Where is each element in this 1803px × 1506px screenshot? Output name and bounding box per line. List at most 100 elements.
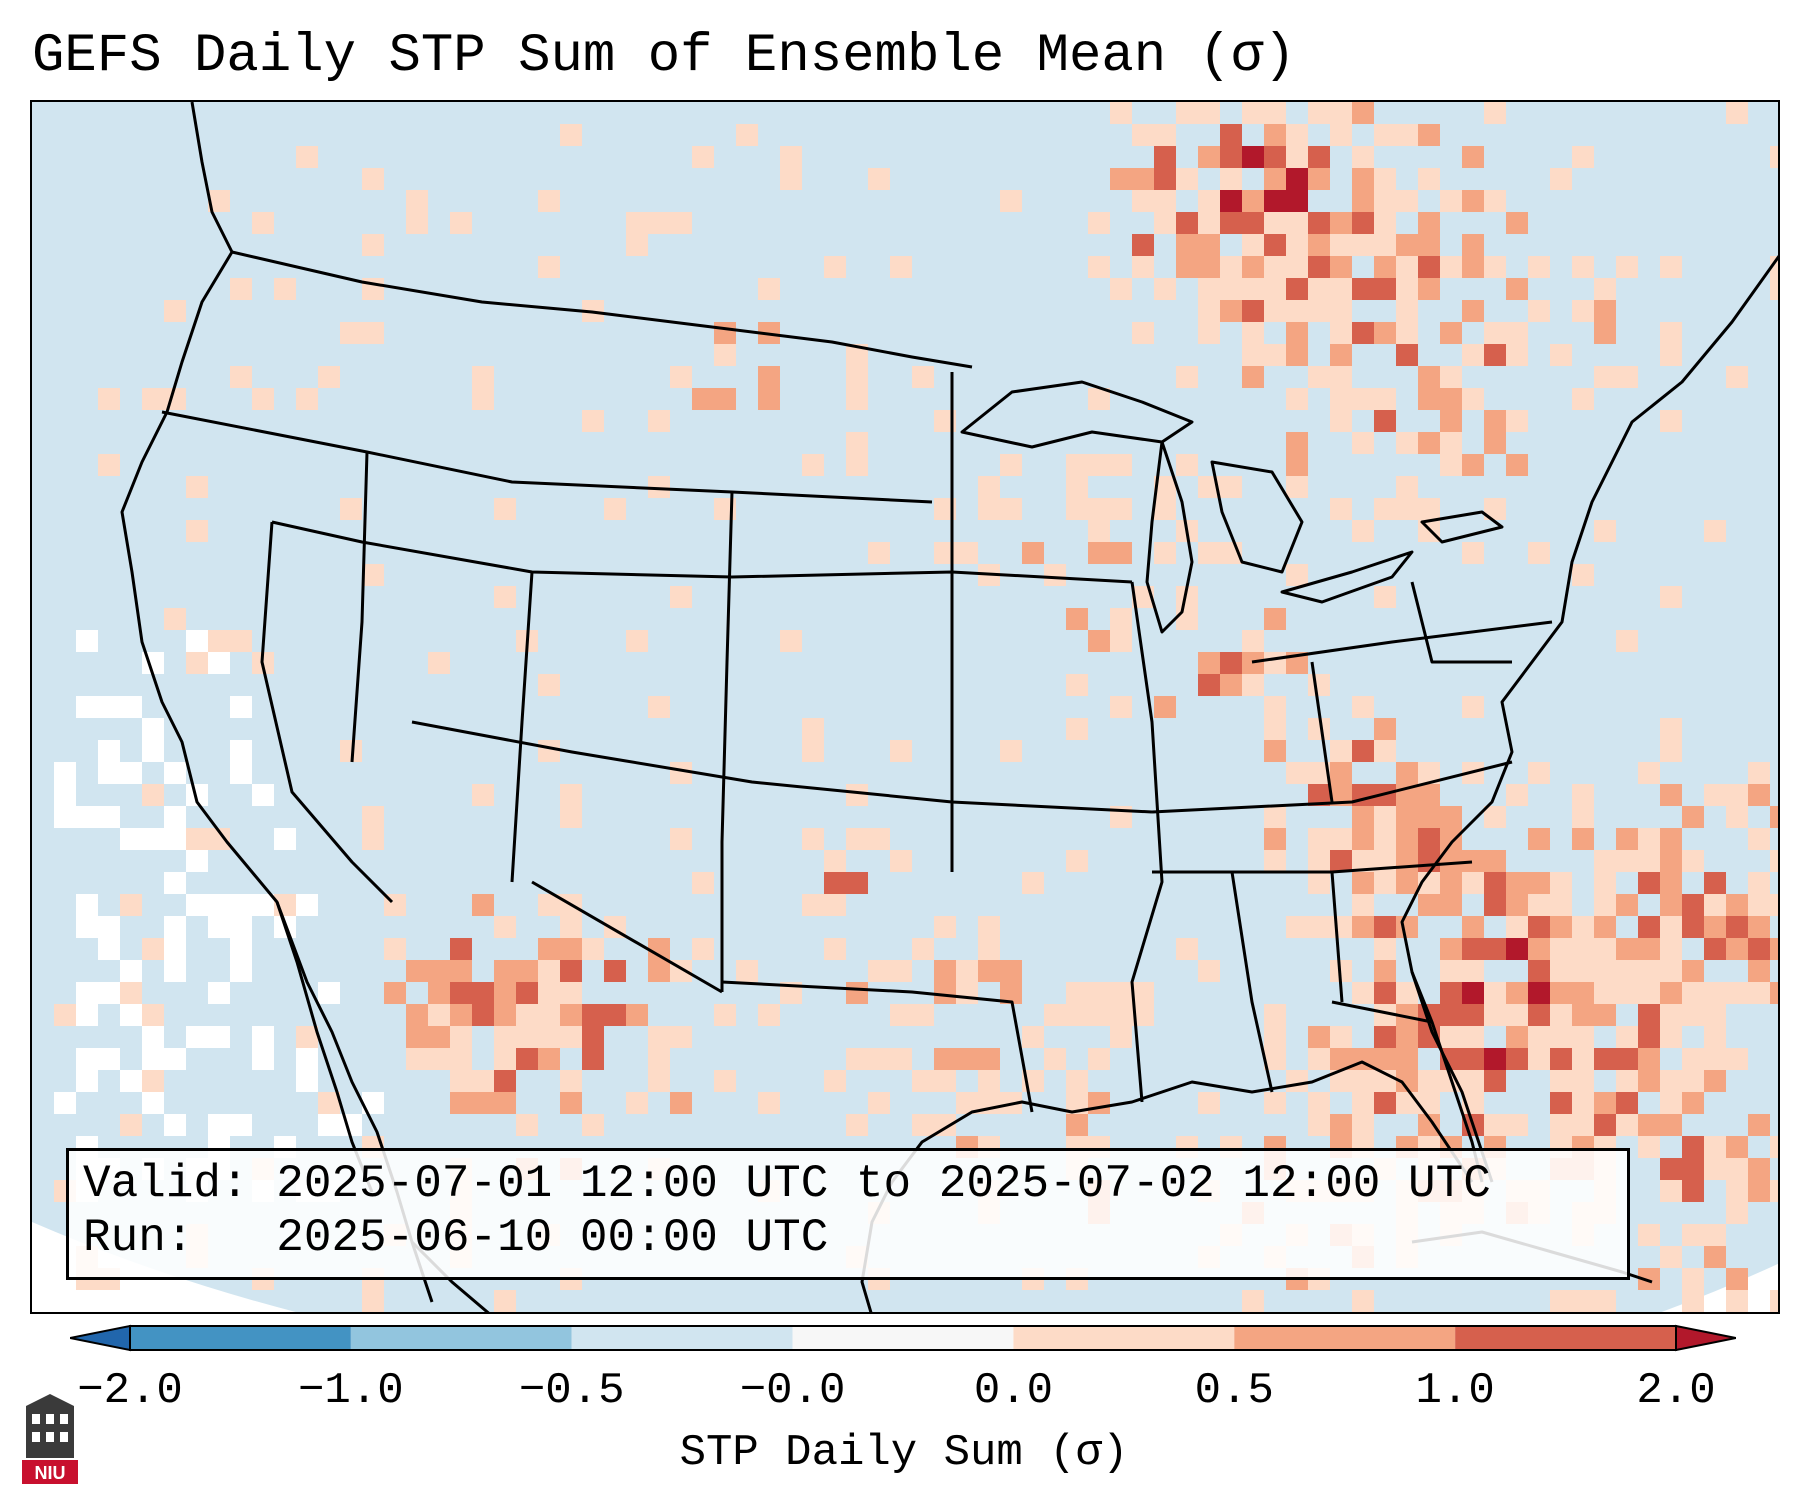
colorbar-tick-label: −1.0 — [298, 1366, 404, 1416]
stp-grid-cell — [1396, 1048, 1418, 1070]
stp-grid-cell — [1660, 1180, 1682, 1202]
stp-grid-cell — [1396, 1026, 1418, 1048]
lake-ontario-outline — [1420, 510, 1504, 544]
stp-grid-cell — [1022, 872, 1044, 894]
stp-grid-cell — [1352, 828, 1374, 850]
state-line — [1331, 1000, 1433, 1024]
stp-grid-cell — [1572, 300, 1594, 322]
stp-grid-cell — [1726, 784, 1748, 806]
stp-grid-cell — [1748, 916, 1770, 938]
stp-grid-cell — [1418, 124, 1440, 146]
stp-grid-cell-neutral — [76, 982, 98, 1004]
colorbar-over-arrow — [1675, 1324, 1736, 1352]
stp-grid-cell — [1264, 608, 1286, 630]
stp-grid-cell — [1242, 278, 1264, 300]
stp-grid-cell — [230, 366, 252, 388]
stp-grid-cell — [450, 1048, 472, 1070]
stp-grid-cell — [890, 740, 912, 762]
stp-grid-cell — [1396, 256, 1418, 278]
stp-grid-cell — [1308, 366, 1330, 388]
stp-grid-cell — [1616, 982, 1638, 1004]
stp-grid-cell — [692, 938, 714, 960]
stp-grid-cell — [1528, 1048, 1550, 1070]
stp-grid-cell — [1154, 212, 1176, 234]
stp-grid-cell — [1374, 212, 1396, 234]
stp-grid-cell — [538, 1004, 560, 1026]
stp-grid-cell — [1462, 1026, 1484, 1048]
stp-grid-cell — [1462, 938, 1484, 960]
stp-grid-cell — [252, 388, 274, 410]
stp-grid-cell — [912, 1070, 934, 1092]
stp-grid-cell — [538, 674, 560, 696]
stp-grid-cell — [1110, 168, 1132, 190]
stp-grid-cell — [1704, 894, 1726, 916]
stp-grid-cell — [1242, 212, 1264, 234]
stp-grid-cell-neutral — [98, 740, 120, 762]
stp-grid-cell — [1396, 828, 1418, 850]
stp-grid-cell — [1374, 740, 1396, 762]
stp-grid-cell — [1704, 982, 1726, 1004]
stp-grid-cell — [538, 960, 560, 982]
stp-grid-cell — [1308, 212, 1330, 234]
stp-grid-cell — [142, 388, 164, 410]
stp-grid-cell — [868, 542, 890, 564]
stp-grid-cell-neutral — [164, 806, 186, 828]
stp-grid-cell — [1638, 1268, 1660, 1290]
stp-grid-cell — [1088, 1004, 1110, 1026]
state-line — [721, 980, 1034, 1113]
stp-grid-cell — [1704, 1070, 1726, 1092]
stp-grid-cell — [1220, 146, 1242, 168]
stp-grid-cell — [1264, 212, 1286, 234]
stp-grid-cell — [494, 916, 516, 938]
stp-grid-cell — [1088, 454, 1110, 476]
stp-grid-cell — [1132, 256, 1154, 278]
stp-grid-cell — [1616, 1026, 1638, 1048]
stp-grid-cell — [1000, 454, 1022, 476]
stp-grid-cell — [1198, 674, 1220, 696]
stp-grid-cell — [648, 1070, 670, 1092]
stp-grid-cell — [1748, 1180, 1770, 1202]
stp-grid-cell — [1308, 256, 1330, 278]
stp-grid-cell — [1594, 850, 1616, 872]
stp-grid-cell — [538, 190, 560, 212]
stp-grid-cell — [956, 542, 978, 564]
stp-grid-cell — [1242, 344, 1264, 366]
stp-grid-cell — [1000, 498, 1022, 520]
stp-grid-cell — [1396, 300, 1418, 322]
stp-grid-cell — [1132, 168, 1154, 190]
stp-grid-cell — [1528, 542, 1550, 564]
stp-grid-cell — [1242, 256, 1264, 278]
stp-grid-cell — [296, 388, 318, 410]
stp-grid-cell — [208, 828, 230, 850]
logo-text: NIU — [35, 1463, 66, 1483]
niu-tower-logo-icon: NIU — [22, 1394, 78, 1484]
stp-grid-cell — [1616, 366, 1638, 388]
stp-grid-cell — [1726, 1180, 1748, 1202]
stp-grid-cell-neutral — [252, 784, 274, 806]
stp-grid-cell — [560, 938, 582, 960]
stp-grid-cell — [1286, 322, 1308, 344]
stp-grid-cell — [1418, 432, 1440, 454]
stp-grid-cell — [978, 476, 1000, 498]
stp-grid-cell — [1264, 652, 1286, 674]
map-panel[interactable] — [30, 100, 1780, 1314]
stp-grid-cell-neutral — [164, 938, 186, 960]
stp-grid-cell — [1440, 1026, 1462, 1048]
stp-grid-cell — [494, 586, 516, 608]
stp-grid-cell — [1616, 630, 1638, 652]
stp-grid-cell — [1264, 190, 1286, 212]
stp-grid-cell — [802, 454, 824, 476]
stp-grid-cell — [1286, 762, 1308, 784]
stp-grid-cell — [1308, 784, 1330, 806]
stp-grid-cell — [1374, 278, 1396, 300]
colorbar-bin — [1455, 1326, 1676, 1350]
stp-grid-cell — [868, 1048, 890, 1070]
stp-grid-cell — [340, 740, 362, 762]
stp-grid-cell — [1176, 234, 1198, 256]
stp-grid-cell — [1484, 894, 1506, 916]
stp-grid-cell — [1308, 718, 1330, 740]
stp-grid-cell — [362, 564, 384, 586]
stp-grid-cell — [1682, 850, 1704, 872]
stp-grid-cell — [1374, 322, 1396, 344]
stp-grid-cell — [472, 982, 494, 1004]
